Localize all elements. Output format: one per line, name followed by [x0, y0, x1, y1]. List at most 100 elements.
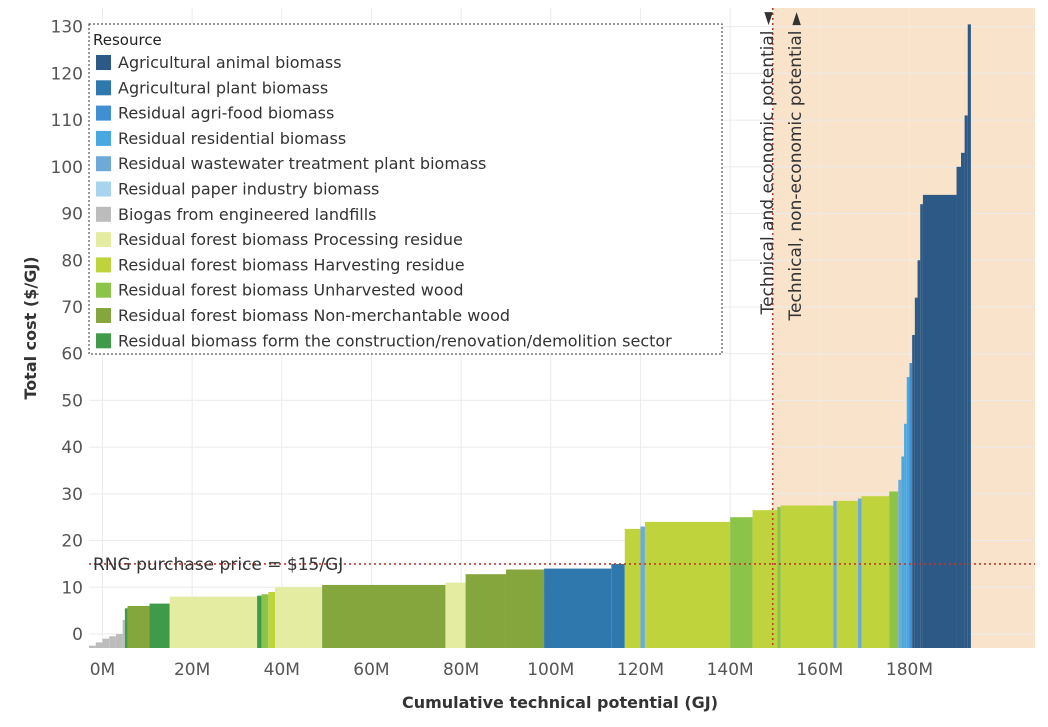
y-tick-label: 40	[61, 438, 83, 458]
bar-segment	[923, 195, 957, 648]
bar-segment	[909, 363, 912, 648]
non-economic-potential-label: Technical, non-economic potential ►	[786, 11, 806, 321]
y-tick-label: 110	[51, 111, 83, 131]
bar-segment	[915, 298, 918, 648]
legend-label: Residual paper industry biomass	[118, 180, 379, 199]
legend-swatch	[96, 283, 111, 298]
bar-segment	[918, 260, 921, 648]
bar-segment	[102, 639, 109, 648]
x-tick-label: 140M	[707, 660, 754, 680]
bar-segment	[268, 592, 275, 648]
legend-label: Biogas from engineered landfills	[118, 205, 377, 224]
y-tick-label: 90	[61, 205, 83, 225]
legend-swatch	[96, 207, 111, 222]
x-tick-label: 180M	[886, 660, 933, 680]
bar-segment	[904, 424, 907, 648]
bar-segment	[640, 527, 644, 648]
bar-segment	[445, 583, 465, 648]
legend-swatch	[96, 80, 111, 95]
legend-label: Residual forest biomass Unharvested wood	[118, 281, 464, 300]
legend: Resource Agricultural animal biomass Agri…	[89, 24, 722, 354]
legend-swatch	[96, 55, 111, 70]
bar-segment	[275, 587, 322, 648]
bar-segment	[466, 574, 506, 648]
legend-swatch	[96, 257, 111, 272]
bar-segment	[889, 492, 898, 648]
y-tick-label: 70	[61, 298, 83, 318]
legend-swatch	[96, 106, 111, 121]
bar-segment	[109, 636, 116, 648]
x-tick-label: 60M	[353, 660, 389, 680]
bar-segment	[150, 604, 170, 648]
x-tick-label: 20M	[174, 660, 210, 680]
y-tick-label: 130	[51, 18, 83, 38]
y-tick-label: 0	[72, 625, 83, 645]
bar-segment	[170, 597, 257, 648]
bar-segment	[965, 115, 968, 648]
bar-segment	[912, 335, 915, 648]
x-axis-title: Cumulative technical potential (GJ)	[402, 693, 718, 712]
rng-price-label: RNG purchase price = $15/GJ	[93, 555, 343, 575]
bar-segment	[322, 585, 445, 648]
legend-swatch	[96, 333, 111, 348]
x-tick-label: 160M	[796, 660, 843, 680]
bar-segment	[920, 204, 923, 648]
bar-segment	[961, 153, 965, 648]
bar-segment	[257, 596, 261, 648]
legend-label: Residual wastewater treatment plant biom…	[118, 154, 486, 173]
legend-label: Residual forest biomass Processing resid…	[118, 230, 463, 249]
bar-segment	[544, 569, 611, 648]
legend-label: Residual residential biomass	[118, 129, 346, 148]
bar-segment	[116, 634, 123, 648]
legend-swatch	[96, 156, 111, 171]
legend-label: Agricultural animal biomass	[118, 53, 342, 72]
legend-label: Residual biomass form the construction/r…	[118, 331, 672, 350]
bar-segment	[777, 507, 781, 648]
bar-segment	[837, 501, 858, 648]
bar-segment	[730, 517, 752, 648]
legend-label: Agricultural plant biomass	[118, 78, 328, 97]
bar-segment	[96, 642, 103, 648]
bar-segment	[968, 24, 971, 648]
x-tick-label: 80M	[443, 660, 479, 680]
y-tick-label: 30	[61, 485, 83, 505]
legend-label: Residual forest biomass Non-merchantable…	[118, 306, 510, 325]
legend-swatch	[96, 182, 111, 197]
bar-segment	[861, 496, 889, 648]
legend-swatch	[96, 131, 111, 146]
legend-title: Resource	[93, 31, 162, 49]
bar-segment	[128, 606, 150, 648]
legend-swatch	[96, 308, 111, 323]
bar-segment	[611, 564, 624, 648]
y-tick-label: 20	[61, 532, 83, 552]
y-tick-label: 100	[51, 158, 83, 178]
bar-segment	[858, 499, 862, 648]
y-tick-label: 50	[61, 391, 83, 411]
y-axis-title: Total cost ($/GJ)	[21, 256, 40, 399]
bar-segment	[833, 501, 837, 648]
legend-swatch	[96, 232, 111, 247]
bar-segment	[625, 529, 641, 648]
bar-segment	[645, 522, 730, 648]
bar-segment	[781, 506, 833, 648]
legend-label: Residual forest biomass Harvesting resid…	[118, 255, 465, 274]
bar-segment	[262, 594, 269, 648]
x-tick-label: 100M	[527, 660, 574, 680]
bar-segment	[506, 570, 544, 648]
bar-segment	[89, 646, 96, 648]
economic-potential-label: Technical and economic potential ◄	[758, 11, 778, 315]
y-tick-label: 10	[61, 578, 83, 598]
x-tick-label: 40M	[264, 660, 300, 680]
bar-segment	[123, 620, 125, 648]
legend-label: Residual agri-food biomass	[118, 104, 334, 123]
x-tick-labels: 0M 20M 40M 60M 80M 100M 120M 140M 160M 180M	[90, 660, 933, 680]
y-tick-label: 60	[61, 345, 83, 365]
y-tick-labels: 0 10 20 30 40 50 60 70 80 90 100 110 120 130	[51, 18, 83, 645]
bar-segment	[907, 377, 910, 648]
x-tick-label: 0M	[90, 660, 115, 680]
y-tick-label: 80	[61, 251, 83, 271]
bar-segment	[957, 167, 961, 648]
bar-segment	[901, 456, 904, 648]
